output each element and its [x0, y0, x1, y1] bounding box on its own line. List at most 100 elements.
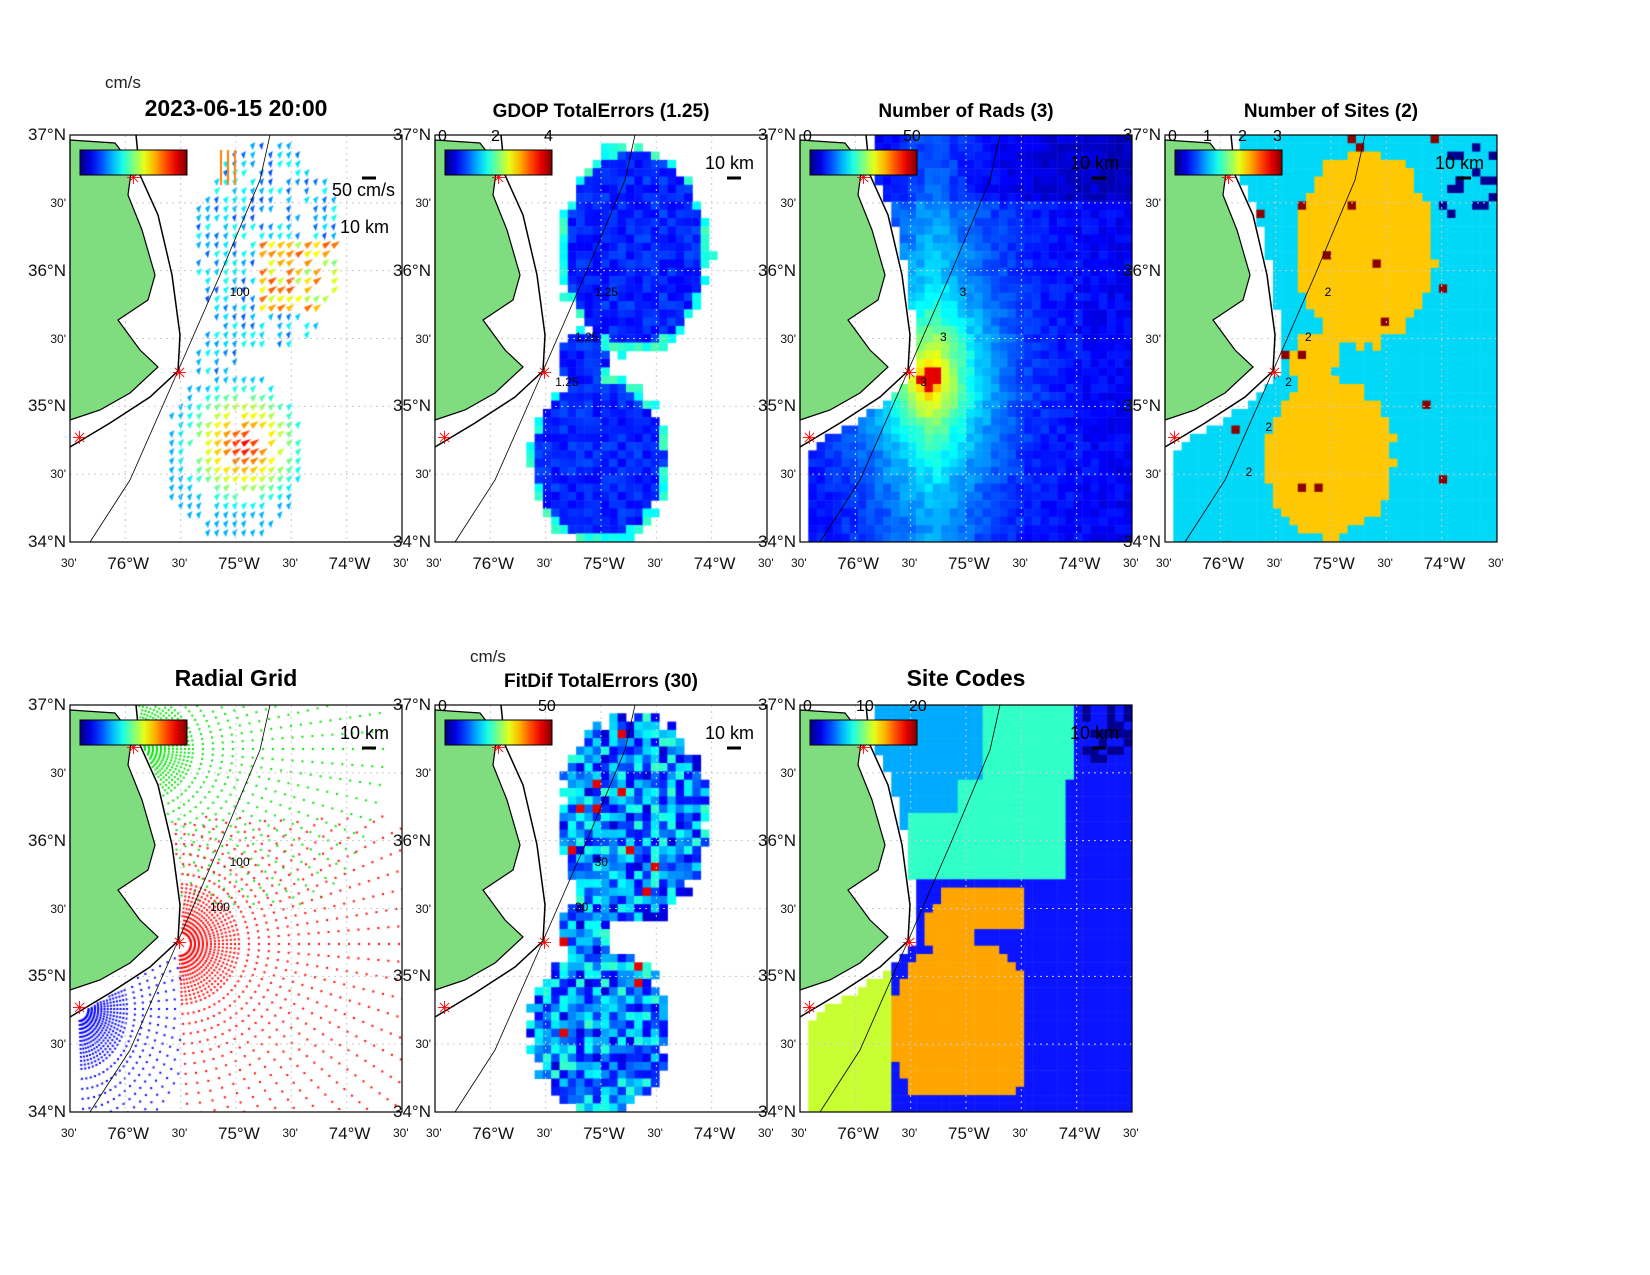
lon-tick-label: 76°W	[107, 1124, 150, 1143]
lon-tick-label: 76°W	[107, 554, 150, 573]
lon-tick-label: 30'	[1266, 556, 1283, 570]
colorbar-tick-label: 2	[1238, 128, 1247, 145]
isobath-contour	[89, 704, 271, 1113]
lat-tick-label: 36°N	[1123, 260, 1161, 280]
lat-tick-label: 30'	[780, 901, 796, 916]
colorbar-tick-label: 20	[909, 698, 927, 715]
scale-label: 10 km	[705, 153, 755, 173]
coastline	[799, 704, 911, 1018]
map-panel-p4: ✳ ✳ ✳ Number of Sites (2) 0 1 2 3 10 km 2 2 2 2 2 37°N…	[1123, 101, 1504, 573]
lat-tick-label: 36°N	[28, 260, 66, 280]
scale-label: 10 km	[340, 217, 390, 237]
isobath-contour	[89, 134, 271, 543]
lon-tick-label: 76°W	[472, 1124, 515, 1143]
lon-tick-label: 74°W	[1058, 554, 1101, 573]
coastline	[799, 134, 911, 448]
contour-label: 3	[939, 330, 947, 344]
scale-label: 10 km	[705, 723, 755, 743]
isobath-contour	[454, 704, 636, 1113]
contour-label: 2	[1304, 330, 1312, 344]
lon-tick-label: 76°W	[837, 1124, 880, 1143]
lon-tick-label: 30'	[61, 556, 77, 570]
lat-tick-label: 30'	[50, 765, 66, 780]
site-marker-icon: ✳	[72, 428, 87, 448]
contour-label: 3	[920, 375, 927, 389]
lat-tick-label: 37°N	[1123, 125, 1161, 144]
contour-label: 30	[574, 900, 589, 914]
coastline	[69, 704, 181, 1018]
colorbar-tick-label: 0	[438, 128, 447, 145]
lon-tick-label: 30'	[393, 556, 409, 570]
lat-tick-label: 30'	[415, 1037, 431, 1052]
scale-label: 50 cm/s	[332, 180, 396, 200]
site-marker-icon: ✳	[537, 363, 552, 383]
map-panel-p3: ✳ ✳ ✳ Number of Rads (3) 0 50 10 km 3 3 3 37°N 30' 3…	[758, 101, 1139, 573]
coastline	[434, 134, 546, 448]
lat-tick-label: 37°N	[758, 695, 796, 714]
panel-title: 2023-06-15 20:00	[144, 95, 328, 121]
lat-tick-label: 30'	[1145, 195, 1161, 210]
panel-title: Number of Sites (2)	[1243, 101, 1419, 122]
lat-tick-label: 30'	[50, 1037, 66, 1052]
lon-tick-label: 30'	[647, 556, 663, 570]
site-marker-icon: ✳	[902, 363, 917, 383]
colorbar-tick-label: 2	[491, 128, 500, 145]
land	[69, 709, 159, 991]
lon-tick-label: 30'	[1488, 556, 1504, 570]
site-marker-icon: ✳	[72, 998, 87, 1018]
site-marker-icon: ✳	[437, 428, 452, 448]
colorbar-tick-label: 4	[544, 128, 553, 145]
contour-label: 1.25	[574, 330, 599, 344]
lat-tick-label: 35°N	[28, 396, 66, 416]
lat-tick-label: 30'	[50, 331, 66, 346]
scale-label: 10 km	[1070, 723, 1120, 743]
lon-tick-label: 30'	[791, 556, 807, 570]
map-panel-p7: ✳ ✳ ✳ Site Codes 0 10 20 10 km 37°N 30' 36°N 30' 35°…	[758, 665, 1139, 1143]
contour-label: 2	[1245, 465, 1253, 479]
lat-tick-label: 30'	[415, 195, 431, 210]
colorbar	[809, 719, 918, 746]
axes-frame	[434, 134, 768, 543]
lon-tick-label: 30'	[1123, 1126, 1139, 1140]
lat-tick-label: 35°N	[393, 396, 431, 416]
axes-frame	[434, 704, 768, 1113]
contour-label: 2	[1285, 375, 1292, 389]
lon-tick-label: 30'	[758, 556, 774, 570]
lat-tick-label: 36°N	[393, 830, 431, 850]
lat-tick-label: 34°N	[758, 532, 796, 551]
lat-tick-label: 34°N	[28, 1102, 66, 1121]
colorbar-tick-label: 1	[1203, 128, 1212, 145]
lon-tick-label: 30'	[171, 556, 188, 570]
lon-tick-label: 30'	[282, 556, 298, 570]
site-marker-icon: ✳	[1267, 363, 1282, 383]
lon-tick-label: 76°W	[837, 554, 880, 573]
lat-tick-label: 36°N	[393, 260, 431, 280]
colorbar	[444, 149, 553, 176]
lon-tick-label: 74°W	[328, 554, 371, 573]
lon-tick-label: 30'	[426, 556, 442, 570]
isobath-contour	[819, 704, 1001, 1113]
lat-tick-label: 35°N	[1123, 396, 1161, 416]
site-marker-icon: ✳	[902, 933, 917, 953]
isobath-contour	[819, 134, 1001, 543]
lon-tick-label: 30'	[1012, 556, 1028, 570]
contour-label: 1.25	[555, 375, 579, 389]
land	[434, 139, 524, 421]
colorbar-unit: cm/s	[105, 73, 141, 92]
lat-tick-label: 35°N	[393, 966, 431, 986]
map-panel-p6: ✳ ✳ ✳ FitDif TotalErrors (30) cm/s 0 50 10 km 30…	[393, 647, 774, 1143]
lat-tick-label: 30'	[780, 467, 796, 482]
map-panel-p2: ✳ ✳ ✳ GDOP TotalErrors (1.25) 0 2 4 10 km 1.25 1.…	[393, 101, 774, 573]
lat-tick-label: 36°N	[758, 260, 796, 280]
site-marker-icon: ✳	[537, 933, 552, 953]
colorbar	[79, 719, 188, 746]
colorbar-tick-label: 0	[438, 698, 447, 715]
lat-tick-label: 37°N	[393, 125, 431, 144]
panel-title: GDOP TotalErrors (1.25)	[492, 101, 710, 122]
contour-label: 30	[594, 855, 608, 869]
lat-tick-label: 37°N	[28, 125, 66, 144]
site-marker-icon: ✳	[802, 428, 817, 448]
lon-tick-label: 74°W	[693, 554, 736, 573]
contour-label: 100	[229, 855, 250, 869]
colorbar-tick-label: 0	[1168, 128, 1177, 145]
